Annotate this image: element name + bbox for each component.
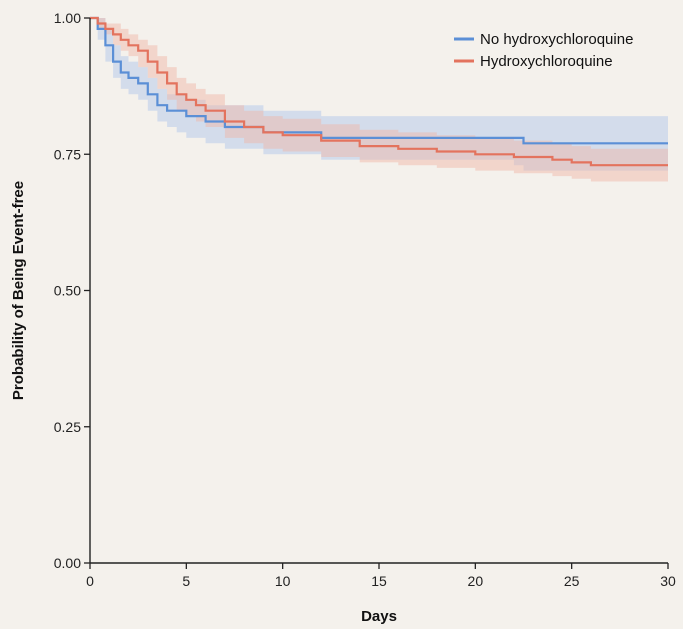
- x-tick-label: 15: [371, 573, 387, 589]
- x-tick-label: 30: [660, 573, 676, 589]
- y-tick-label: 0.25: [54, 419, 81, 435]
- x-tick-label: 5: [182, 573, 190, 589]
- y-tick-label: 0.50: [54, 283, 81, 299]
- series-line-1: [90, 16, 668, 145]
- series-line-2: [90, 16, 668, 167]
- x-tick-label: 0: [86, 573, 94, 589]
- y-tick-label: 0.00: [54, 555, 81, 571]
- confidence-band-series-1: [90, 18, 668, 171]
- legend-label-2: Hydroxychloroquine: [480, 53, 613, 70]
- legend: No hydroxychloroquine Hydroxychloroquine: [454, 31, 633, 70]
- legend-label-1: No hydroxychloroquine: [480, 31, 633, 48]
- y-tick-label: 0.75: [54, 146, 81, 162]
- axes: 0.00 0.25 0.50 0.75 1.00 0 5 10 15 20 25 30: [54, 10, 676, 589]
- y-tick-label: 1.00: [54, 10, 81, 26]
- x-tick-label: 25: [564, 573, 580, 589]
- series-lines: [90, 16, 668, 167]
- x-axis-title: Days: [361, 608, 397, 625]
- y-axis-title: Probability of Being Event-free: [10, 181, 27, 400]
- x-tick-label: 10: [275, 573, 291, 589]
- x-tick-label: 20: [468, 573, 484, 589]
